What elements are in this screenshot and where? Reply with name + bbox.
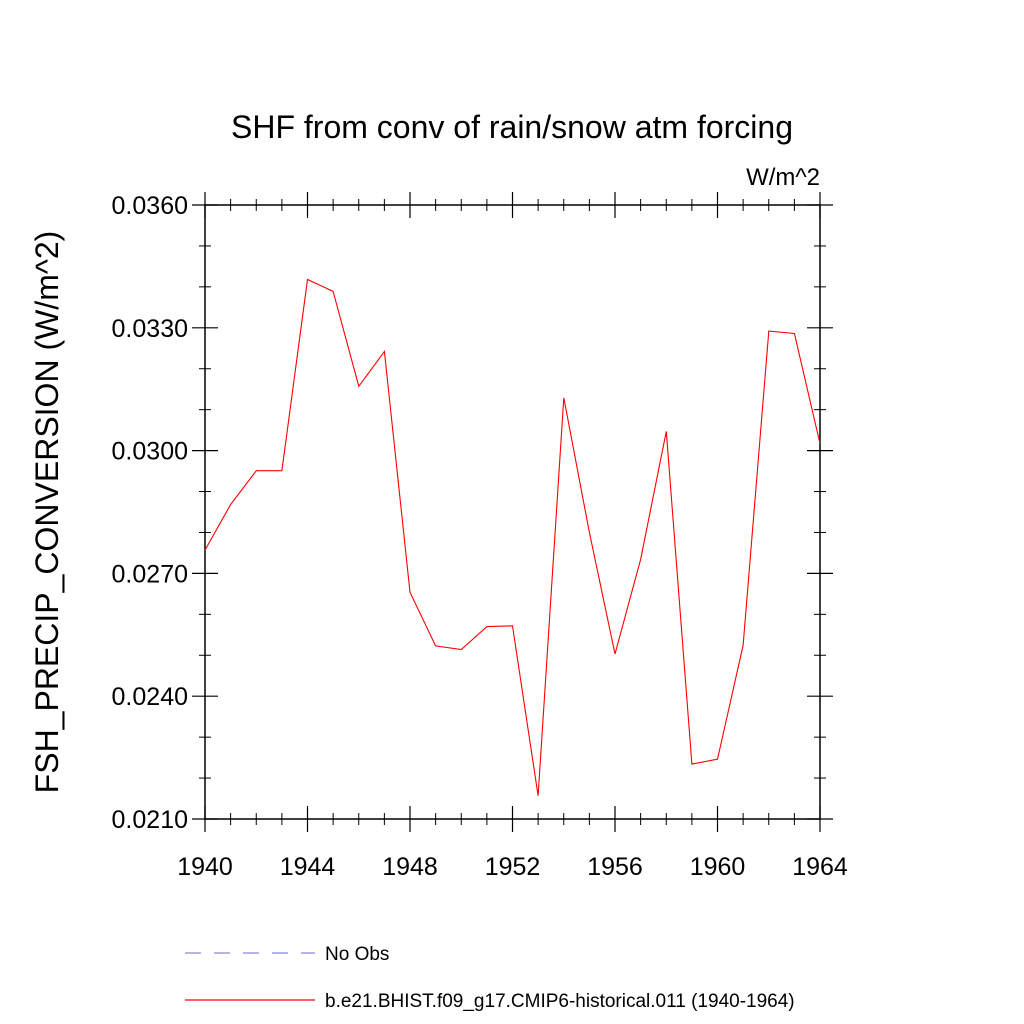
y-tick-label: 0.0210 — [112, 806, 188, 834]
x-tick-label: 1944 — [280, 853, 336, 881]
series-line-0 — [204, 278, 821, 796]
y-tick-label: 0.0270 — [112, 560, 188, 588]
y-axis: 0.0210 0.0240 0.0270 0.0300 0.0330 0.0360 — [112, 192, 833, 834]
plot-frame — [204, 204, 821, 820]
x-tick-label: 1952 — [485, 853, 541, 881]
x-tick-label: 1948 — [382, 853, 438, 881]
x-tick-label: 1964 — [792, 853, 848, 881]
y-tick-label: 0.0330 — [112, 315, 188, 343]
units-label: W/m^2 — [746, 164, 820, 191]
x-tick-label: 1940 — [177, 853, 233, 881]
x-tick-label: 1960 — [690, 853, 746, 881]
plot-area — [204, 278, 821, 796]
y-tick-label: 0.0240 — [112, 683, 188, 711]
y-tick-label: 0.0300 — [112, 438, 188, 466]
legend-label-no-obs: No Obs — [325, 944, 389, 965]
y-tick-label: 0.0360 — [112, 192, 188, 220]
legend: No Obs b.e21.BHIST.f09_g17.CMIP6-histori… — [185, 944, 795, 1012]
chart-title: SHF from conv of rain/snow atm forcing — [231, 109, 793, 145]
y-axis-label: FSH_PRECIP_CONVERSION (W/m^2) — [29, 231, 65, 794]
x-axis: 1940 1944 1948 1952 1956 1960 1964 — [177, 192, 848, 881]
legend-label-historical: b.e21.BHIST.f09_g17.CMIP6-historical.011… — [325, 991, 795, 1012]
x-tick-label: 1956 — [587, 853, 643, 881]
